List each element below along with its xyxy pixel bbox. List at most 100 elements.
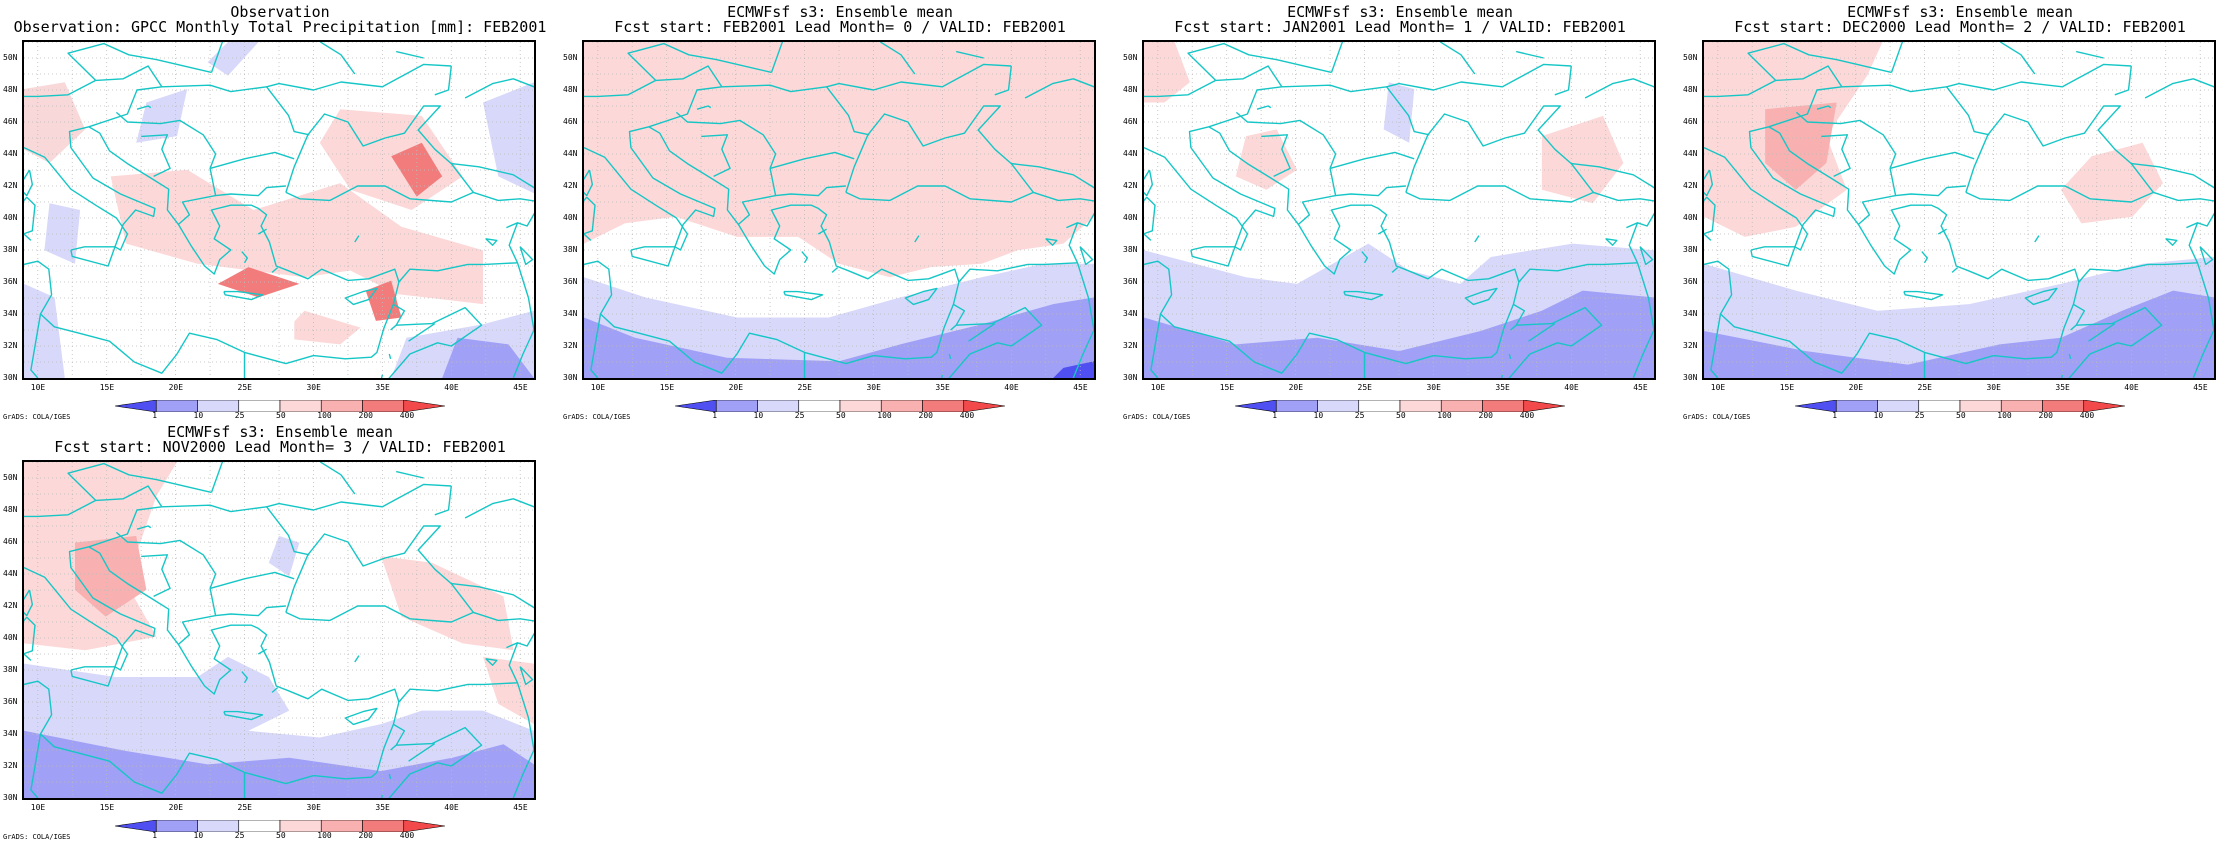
lat-tick-label: 44N <box>1123 149 1138 158</box>
grads-credit: GrADS: COLA/IGES <box>3 413 71 421</box>
map-canvas <box>1704 42 2214 378</box>
panel-subtitle: Observation: GPCC Monthly Total Precipit… <box>13 18 547 36</box>
lat-tick-label: 36N <box>1123 277 1138 286</box>
lat-tick-label: 32N <box>1683 341 1698 350</box>
panel-subtitle: Fcst start: JAN2001 Lead Month= 1 / VALI… <box>1174 18 1626 36</box>
lon-tick-label: 10E <box>1150 383 1166 392</box>
panel-subtitle: Fcst start: NOV2000 Lead Month= 3 / VALI… <box>54 438 506 456</box>
colorbar-label: 10 <box>1313 411 1324 420</box>
lat-tick-label: 40N <box>563 213 578 222</box>
lat-tick-label: 46N <box>563 117 578 126</box>
lat-tick-label: 50N <box>3 473 18 482</box>
lat-tick-label: 32N <box>563 341 578 350</box>
lon-tick-label: 30E <box>306 803 321 812</box>
colorbar-label: 50 <box>1396 411 1406 420</box>
lat-tick-label: 30N <box>1123 373 1138 382</box>
lon-tick-label: 40E <box>444 383 459 392</box>
lon-tick-label: 25E <box>237 803 252 812</box>
colorbar-segment <box>197 400 240 412</box>
lon-tick-label: 20E <box>168 803 184 812</box>
colorbar-label: 25 <box>794 411 805 420</box>
lat-tick-label: 48N <box>3 505 18 514</box>
lon-tick-label: 25E <box>797 383 812 392</box>
precipitation-shading <box>483 656 534 725</box>
lon-tick-label: 10E <box>590 383 606 392</box>
lat-tick-label: 38N <box>3 665 18 674</box>
precipitation-shading <box>1383 82 1415 143</box>
lat-tick-label: 40N <box>1123 213 1138 222</box>
colorbar-segment <box>403 400 445 412</box>
colorbar-label: 100 <box>317 831 332 840</box>
lon-tick-label: 25E <box>1917 383 1932 392</box>
colorbar-label: 200 <box>918 411 933 420</box>
lon-tick-label: 40E <box>2124 383 2139 392</box>
lon-tick-label: 35E <box>2055 383 2070 392</box>
lat-tick-label: 50N <box>1123 53 1138 62</box>
map-panel: ECMWFsf s3: Ensemble mean Fcst start: FEB… <box>560 0 1120 421</box>
map-canvas <box>24 462 534 798</box>
colorbar-label: 25 <box>1914 411 1925 420</box>
map-panel: ECMWFsf s3: Ensemble mean Fcst start: NOV… <box>0 420 560 841</box>
colorbar-segment <box>279 820 322 832</box>
lat-tick-label: 38N <box>1683 245 1698 254</box>
panel-title: ECMWFsf s3: Ensemble mean <box>167 423 393 441</box>
colorbar-label: 25 <box>1354 411 1365 420</box>
map-canvas <box>584 42 1094 378</box>
lon-tick-label: 35E <box>375 803 390 812</box>
lat-tick-label: 46N <box>3 537 18 546</box>
colorbar-label: 400 <box>959 411 975 420</box>
lon-tick-label: 30E <box>306 383 321 392</box>
coastlines <box>1704 42 2214 378</box>
colorbar-segment <box>155 400 198 412</box>
lon-tick-label: 30E <box>1426 383 1441 392</box>
colorbar-label: 400 <box>399 411 415 420</box>
lon-tick-label: 35E <box>375 383 390 392</box>
colorbar <box>675 400 1005 412</box>
lat-tick-label: 50N <box>563 53 578 62</box>
lon-tick-label: 45E <box>513 803 528 812</box>
lat-tick-label: 42N <box>3 601 18 610</box>
colorbar-label: 1 <box>712 411 718 420</box>
lat-tick-label: 44N <box>3 149 18 158</box>
precipitation-shading <box>217 267 300 298</box>
lon-tick-label: 30E <box>1986 383 2001 392</box>
colorbar <box>1795 400 2125 412</box>
lon-tick-label: 10E <box>1710 383 1726 392</box>
lat-tick-label: 50N <box>3 53 18 62</box>
map-panel: Observation Observation: GPCC Monthly Tot… <box>0 0 560 421</box>
lat-tick-label: 44N <box>3 569 18 578</box>
lat-tick-label: 32N <box>3 761 18 770</box>
lat-tick-label: 30N <box>563 373 578 382</box>
lat-tick-label: 48N <box>563 85 578 94</box>
lat-tick-label: 42N <box>1683 181 1698 190</box>
colorbar <box>1235 400 1565 412</box>
lat-tick-label: 38N <box>1123 245 1138 254</box>
lat-tick-label: 30N <box>3 373 18 382</box>
colorbar-segment <box>1358 400 1401 412</box>
colorbar-label: 10 <box>193 831 204 840</box>
lat-tick-label: 34N <box>1683 309 1698 318</box>
precipitation-shading <box>24 82 86 163</box>
lat-tick-label: 40N <box>3 213 18 222</box>
lat-tick-label: 46N <box>1123 117 1138 126</box>
colorbar-segment <box>2083 400 2125 412</box>
colorbar <box>115 400 445 412</box>
precipitation-shading <box>1235 129 1297 190</box>
precipitation-map <box>582 40 1096 380</box>
lon-tick-label: 45E <box>513 383 528 392</box>
precipitation-shading <box>207 42 259 76</box>
lon-tick-label: 40E <box>444 803 459 812</box>
lat-tick-label: 32N <box>3 341 18 350</box>
colorbar-label: 1 <box>1272 411 1278 420</box>
precipitation-shading <box>1144 42 1190 103</box>
precipitation-shading <box>177 297 295 362</box>
precipitation-map <box>22 460 536 800</box>
colorbar-label: 200 <box>358 411 373 420</box>
precipitation-shading <box>136 89 188 143</box>
colorbar-segment <box>757 400 800 412</box>
lat-tick-label: 36N <box>3 697 18 706</box>
panel-title: ECMWFsf s3: Ensemble mean <box>1287 3 1513 21</box>
map-canvas <box>1144 42 1654 378</box>
lat-tick-label: 38N <box>563 245 578 254</box>
lon-tick-label: 25E <box>1357 383 1372 392</box>
